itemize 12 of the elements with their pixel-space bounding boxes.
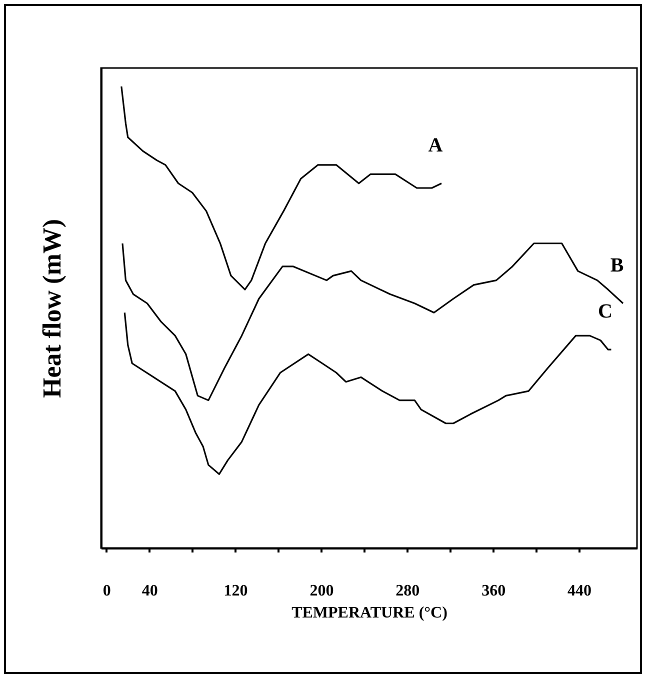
x-tick-label: 40 — [142, 582, 158, 600]
x-tick-label: 200 — [310, 582, 334, 600]
series-label: A — [428, 134, 444, 156]
series-label: C — [598, 300, 612, 323]
x-tick-label: 120 — [224, 582, 248, 600]
x-tick-label: 0 — [102, 582, 111, 600]
x-axis-title: TEMPERATURE (°C) — [292, 604, 448, 622]
x-tick-label: 360 — [482, 582, 506, 600]
series-label: B — [610, 254, 624, 276]
x-tick-label: 440 — [567, 582, 592, 600]
y-axis-title: Heat flow (mW) — [38, 218, 66, 398]
x-tick-label: 280 — [396, 582, 420, 600]
